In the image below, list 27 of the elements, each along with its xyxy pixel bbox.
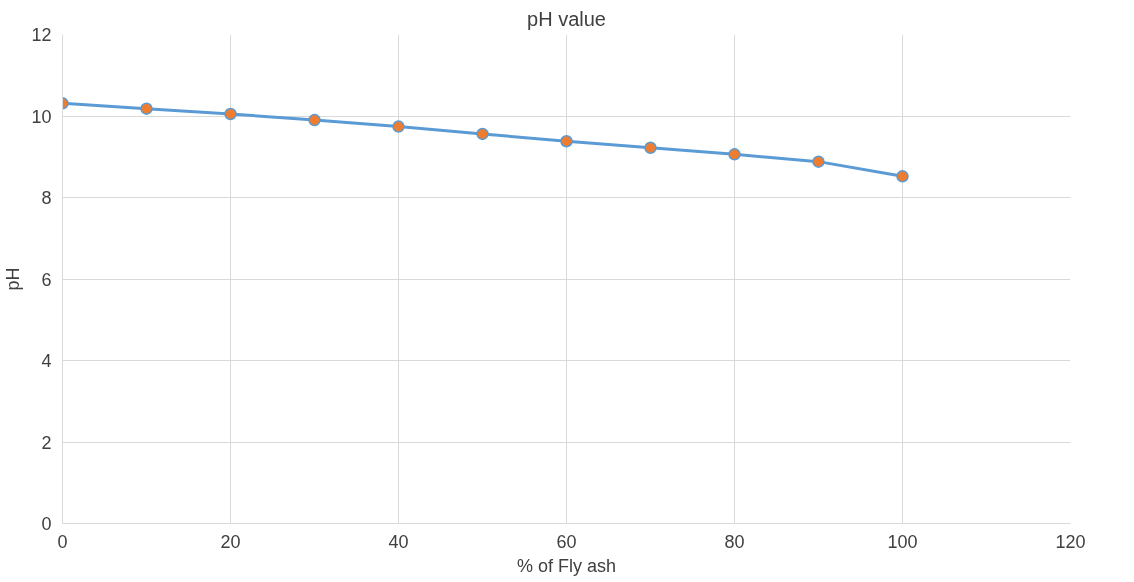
y-axis-title: pH	[3, 267, 24, 291]
x-tick-label: 40	[388, 531, 409, 552]
x-tick-label: 20	[220, 531, 241, 552]
point	[224, 107, 237, 121]
y-tick-label: 0	[41, 514, 52, 534]
y-tick-label: 2	[41, 432, 52, 453]
point	[812, 155, 825, 168]
point	[560, 135, 573, 148]
y-tick-label: 10	[31, 106, 52, 127]
x-tick-label: 100	[887, 531, 918, 552]
point	[476, 127, 489, 141]
y-tick-label: 12	[31, 25, 52, 45]
y-tick-label: 8	[41, 188, 52, 208]
point	[728, 148, 741, 161]
y-tick-label: 6	[41, 269, 52, 290]
point	[644, 141, 657, 155]
point	[308, 113, 321, 127]
x-tick-label: 60	[556, 531, 577, 552]
x-axis-title: % of Fly ash	[516, 555, 617, 576]
chart-title: pH value	[527, 7, 606, 30]
x-tick-label: 80	[724, 531, 745, 552]
x-tick-label: 120	[1055, 531, 1086, 552]
point	[392, 120, 405, 133]
y-tick-label: 4	[41, 351, 52, 371]
point	[140, 102, 153, 115]
x-tick-label: 0	[57, 531, 68, 552]
point	[896, 170, 909, 183]
